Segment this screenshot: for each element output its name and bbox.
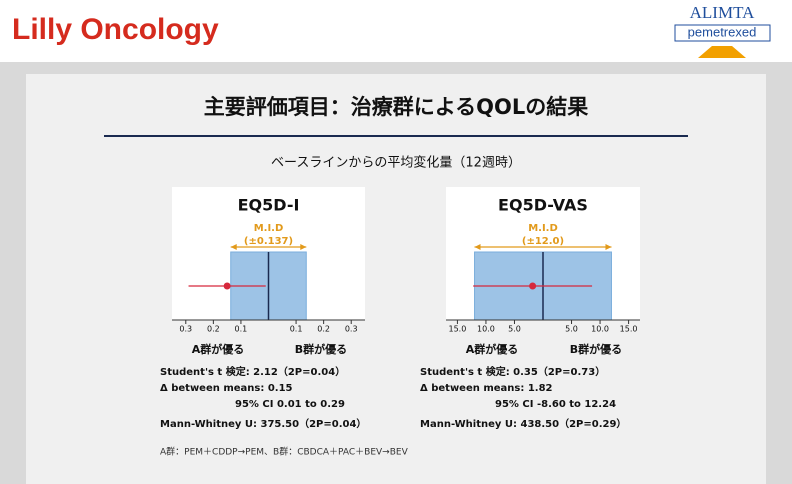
x-tick-label: 0.1 (290, 325, 303, 334)
stat-note: Student's t 検定: 2.12（2P=0.04） (160, 365, 345, 378)
x-tick-label: 0.2 (207, 325, 220, 334)
stat-note: Δ between means: 1.82 (420, 383, 553, 394)
x-tick-label: 15.0 (449, 325, 467, 334)
stat-note: Mann-Whitney U: 438.50（2P=0.29） (420, 417, 626, 430)
mid-value-label: (±12.0) (522, 236, 564, 247)
left-label: A群が優る (466, 342, 519, 356)
x-tick-label: 5.0 (508, 325, 521, 334)
arrow-head (230, 244, 237, 250)
panel-title: EQ5D-VAS (498, 196, 588, 215)
stat-note: 95% CI -8.60 to 12.24 (495, 399, 616, 410)
arrow-head (605, 244, 612, 250)
arrow-head (474, 244, 481, 250)
right-label: B群が優る (570, 342, 622, 356)
x-tick-label: 0.3 (345, 325, 358, 334)
x-tick-label: 0.1 (235, 325, 248, 334)
x-tick-label: 10.0 (477, 325, 495, 334)
x-tick-label: 0.3 (179, 325, 192, 334)
logo-sub: pemetrexed (688, 24, 757, 39)
left-label: A群が優る (192, 342, 245, 356)
panel-title: EQ5D-I (238, 196, 300, 215)
footnote: A群：PEM＋CDDP→PEM、B群：CBDCA＋PAC＋BEV→BEV (160, 446, 409, 458)
stat-note: Mann-Whitney U: 375.50（2P=0.04） (160, 417, 366, 430)
x-tick-label: 10.0 (591, 325, 609, 334)
brand: Lilly Oncology (12, 13, 219, 46)
point-estimate (223, 282, 231, 290)
stat-note: 95% CI 0.01 to 0.29 (235, 399, 345, 410)
point-estimate (529, 282, 537, 290)
stat-note: Δ between means: 0.15 (160, 383, 293, 394)
x-tick-label: 5.0 (565, 325, 578, 334)
stat-note: Student's t 検定: 0.35（2P=0.73） (420, 365, 605, 378)
right-label: B群が優る (295, 342, 347, 356)
x-tick-label: 15.0 (620, 325, 638, 334)
logo: ALIMTA (690, 3, 755, 22)
slide (26, 74, 766, 484)
x-tick-label: 0.2 (317, 325, 330, 334)
mid-value-label: (±0.137) (244, 236, 293, 247)
mid-label: M.I.D (528, 223, 558, 234)
slide-title: 主要評価項目：治療群によるQOLの結果 (204, 95, 588, 119)
subtitle: ベースラインからの平均変化量（12週時） (271, 155, 521, 171)
mid-label: M.I.D (254, 223, 284, 234)
arrow-head (300, 244, 307, 250)
logo-triangle (698, 46, 746, 58)
logo-box (674, 24, 771, 42)
